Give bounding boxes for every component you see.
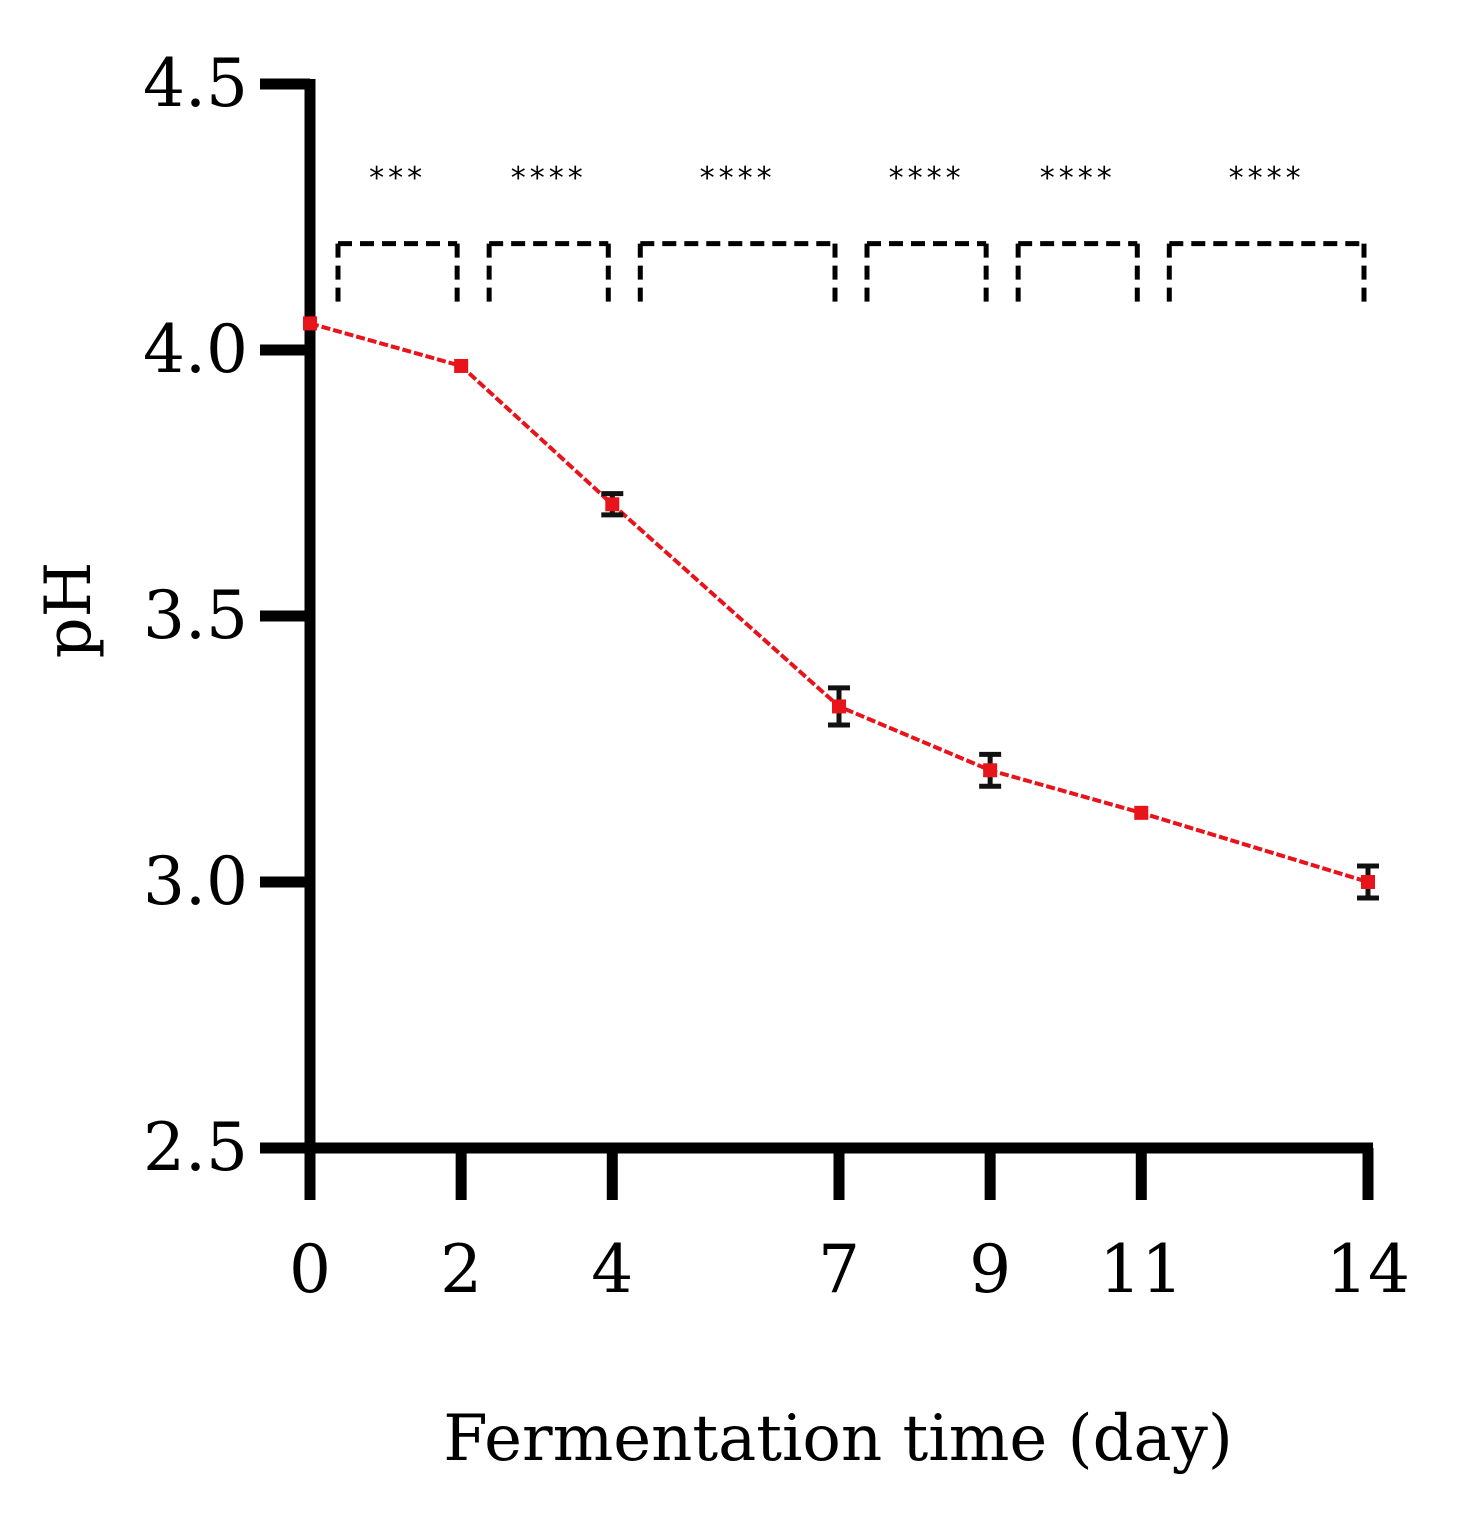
data-point (983, 763, 998, 778)
y-tick-label: 3.5 (143, 577, 248, 654)
significance-bracket: *** (335, 161, 460, 305)
y-axis-title: pH (32, 562, 106, 659)
x-tick-label: 0 (289, 1231, 331, 1308)
data-point (832, 699, 846, 714)
y-tick-label: 4.0 (143, 311, 248, 388)
significance-label: **** (889, 161, 965, 196)
significance-bracket: **** (1015, 161, 1140, 305)
significance-label: **** (1040, 161, 1116, 196)
series-line (309, 321, 1369, 884)
data-point (1134, 805, 1149, 820)
x-tick-label: 2 (440, 1231, 482, 1308)
axes (304, 79, 1373, 1154)
significance-bracket: **** (1166, 161, 1367, 305)
x-tick-label: 11 (1099, 1231, 1183, 1308)
significance-label: *** (369, 161, 426, 196)
significance-brackets: *** **** **** **** **** **** (335, 161, 1367, 305)
x-tick-label: 9 (969, 1231, 1011, 1308)
significance-label: **** (700, 161, 776, 196)
x-axis-title: Fermentation time (day) (443, 1402, 1233, 1476)
data-point (1361, 875, 1375, 889)
significance-label: **** (1229, 161, 1305, 196)
x-tick-label: 14 (1326, 1231, 1410, 1308)
significance-bracket: **** (486, 161, 611, 305)
x-tick-label: 4 (591, 1231, 633, 1308)
tick-marks: 2.5 3.0 3.5 4.0 4.5 0 2 4 7 9 11 14 (143, 45, 1410, 1308)
significance-bracket: **** (864, 161, 989, 305)
data-point (454, 358, 469, 373)
y-tick-label: 4.5 (143, 45, 248, 122)
data-point (303, 316, 317, 331)
significance-bracket: **** (637, 161, 838, 305)
y-tick-label: 3.0 (143, 843, 248, 920)
x-tick-label: 7 (818, 1231, 860, 1308)
significance-label: **** (511, 161, 587, 196)
series-ph (303, 316, 1379, 901)
y-tick-label: 2.5 (143, 1109, 248, 1186)
data-point (605, 497, 620, 512)
